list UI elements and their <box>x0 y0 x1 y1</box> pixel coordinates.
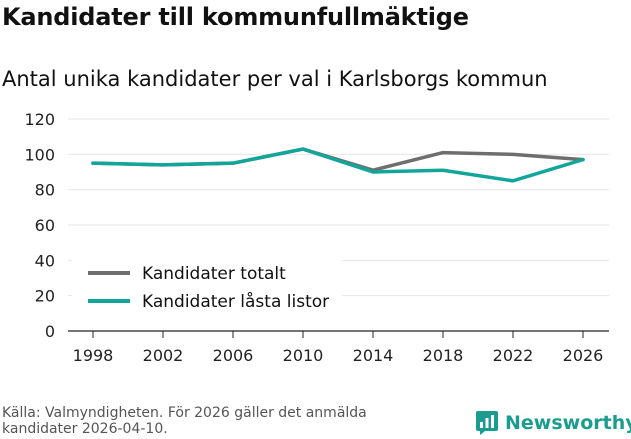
x-axis-ticks: 1998 2002 2006 2010 2014 2018 2022 2026 <box>73 331 604 365</box>
source-note: Källa: Valmyndigheten. För 2026 gäller d… <box>2 405 367 437</box>
legend-label: Kandidater totalt <box>142 264 286 284</box>
x-tick-label: 2002 <box>143 346 184 365</box>
x-tick-label: 2010 <box>283 346 324 365</box>
legend: Kandidater totalt Kandidater låsta listor <box>72 259 342 319</box>
series-line-lasta-listor <box>91 147 585 183</box>
x-tick-label: 1998 <box>73 346 114 365</box>
x-tick-label: 2026 <box>563 346 604 365</box>
y-tick-label: 60 <box>35 216 55 235</box>
series-lines <box>91 147 585 183</box>
chart-subtitle: Antal unika kandidater per val i Karlsbo… <box>2 67 548 91</box>
y-tick-label: 120 <box>24 110 55 129</box>
line-chart: 0 20 40 60 80 100 120 1998 2002 2006 2010 2014 2018… <box>24 110 609 365</box>
y-tick-label: 20 <box>35 287 55 306</box>
bar-chart-icon <box>476 411 498 435</box>
x-tick-label: 2018 <box>423 346 464 365</box>
brand-logo: Newsworthy <box>476 408 631 438</box>
x-tick-label: 2022 <box>493 346 534 365</box>
y-tick-label: 80 <box>35 181 55 200</box>
brand-name: Newsworthy <box>505 412 631 434</box>
x-tick-label: 2014 <box>353 346 394 365</box>
y-axis-ticks: 0 20 40 60 80 100 120 <box>24 110 55 341</box>
y-tick-label: 40 <box>35 251 55 270</box>
legend-background <box>72 259 342 319</box>
legend-label: Kandidater låsta listor <box>142 291 329 312</box>
x-tick-label: 2006 <box>213 346 254 365</box>
y-tick-label: 0 <box>45 322 55 341</box>
y-tick-label: 100 <box>24 145 55 164</box>
chart-title: Kandidater till kommunfullmäktige <box>2 3 469 31</box>
